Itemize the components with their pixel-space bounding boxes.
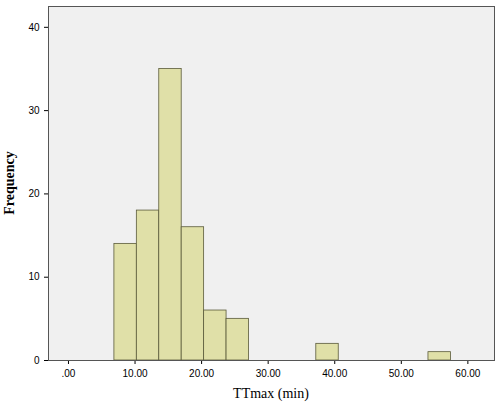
- svg-text:30.00: 30.00: [256, 368, 281, 379]
- svg-text:Frequency: Frequency: [2, 151, 17, 215]
- svg-text:20.00: 20.00: [189, 368, 214, 379]
- svg-text:0: 0: [34, 355, 40, 366]
- svg-text:50.00: 50.00: [389, 368, 414, 379]
- svg-text:40: 40: [28, 22, 40, 33]
- svg-text:10.00: 10.00: [123, 368, 148, 379]
- svg-text:10: 10: [28, 271, 40, 282]
- svg-text:.00: .00: [62, 368, 76, 379]
- svg-text:60.00: 60.00: [455, 368, 480, 379]
- svg-text:TTmax (min): TTmax (min): [233, 386, 309, 402]
- svg-text:20: 20: [28, 188, 40, 199]
- svg-text:30: 30: [28, 105, 40, 116]
- svg-text:40.00: 40.00: [322, 368, 347, 379]
